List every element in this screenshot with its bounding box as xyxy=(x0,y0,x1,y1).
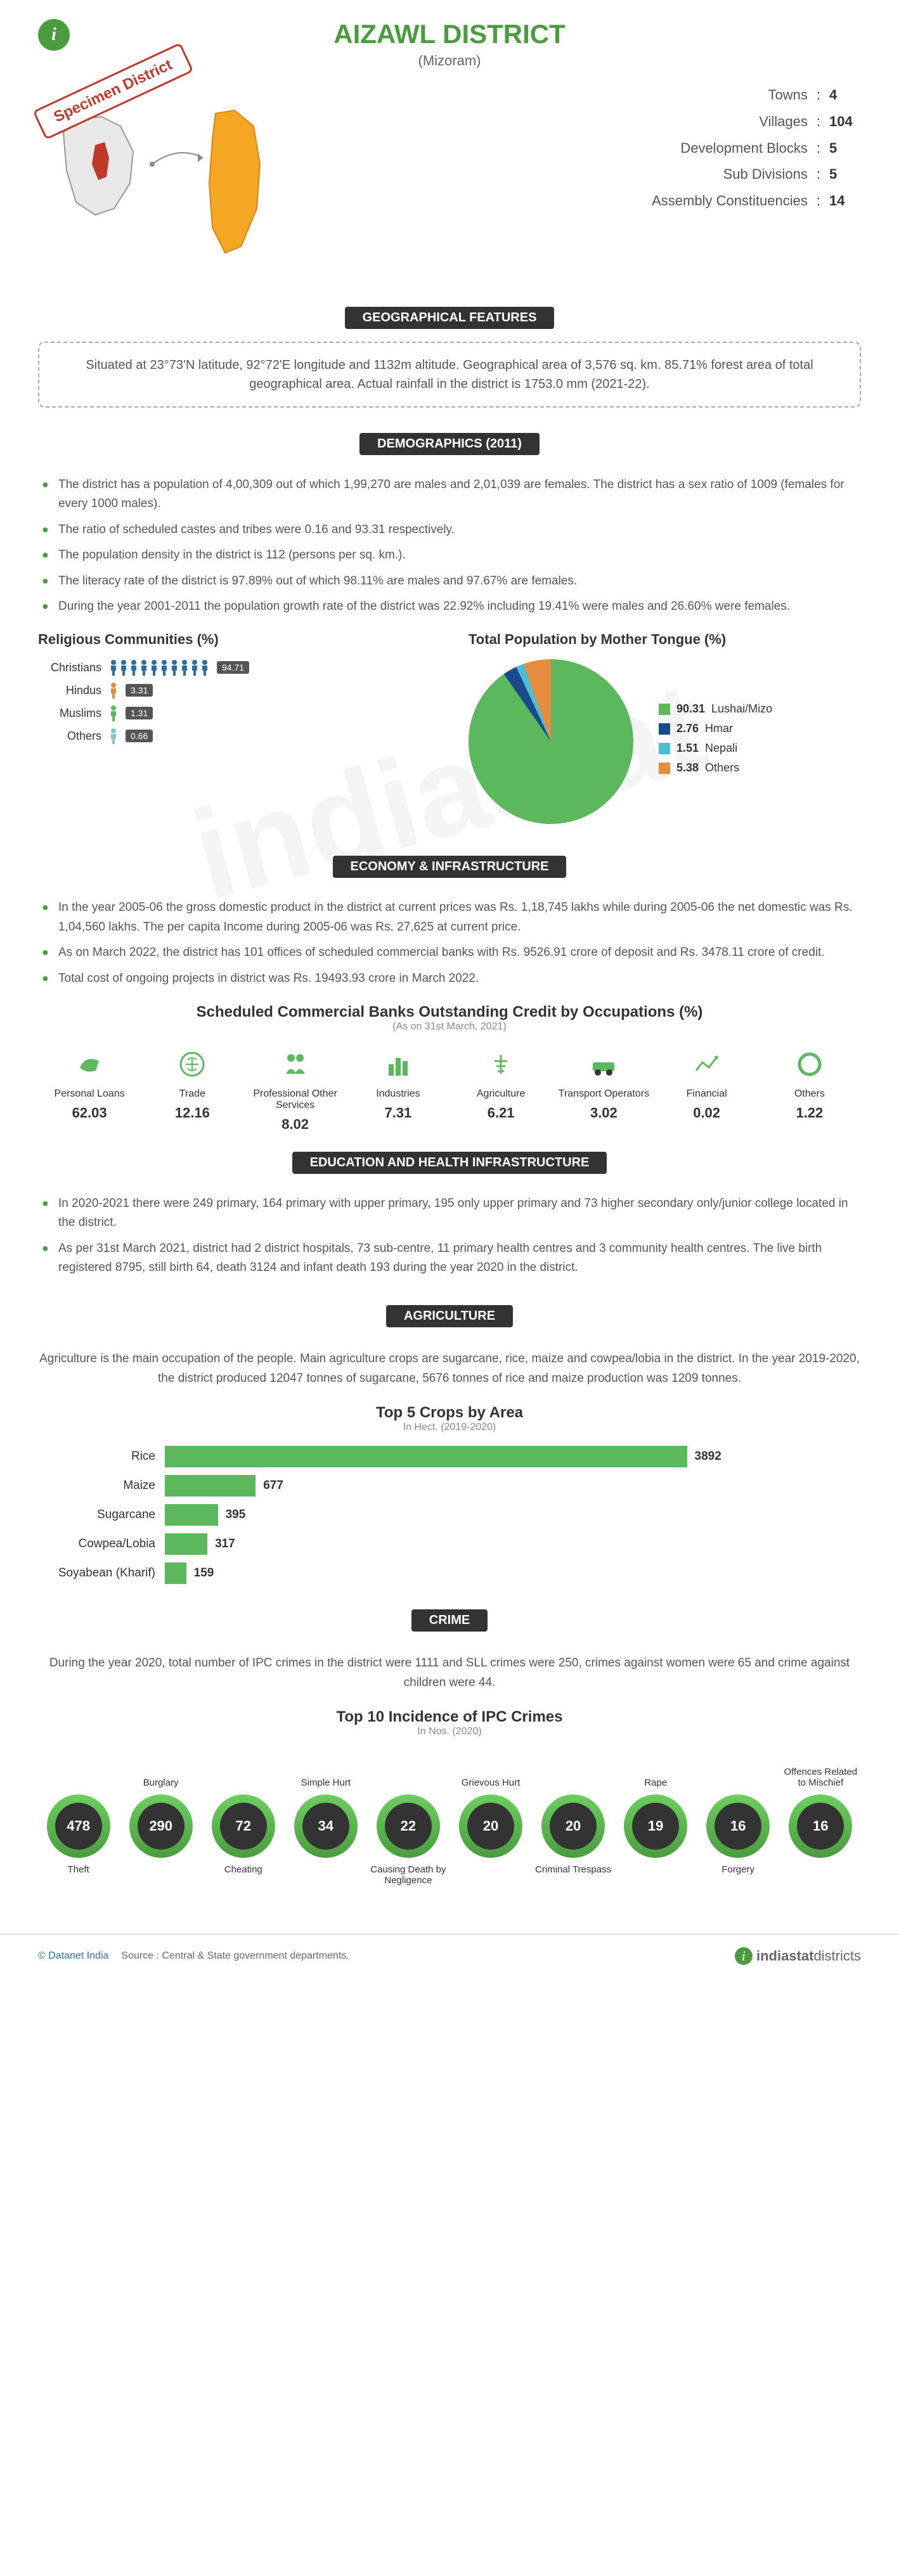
stat-label: Assembly Constituencies xyxy=(652,188,808,214)
crop-bar-row: Rice3892 xyxy=(38,1446,861,1467)
pie-legend: 90.31Lushai/Mizo 2.76Hmar 1.51Nepali 5.38Ot… xyxy=(659,702,772,781)
agri-para: Agriculture is the main occupation of th… xyxy=(38,1349,861,1388)
credit-item: Others1.22 xyxy=(758,1045,861,1133)
brand-icon: i xyxy=(735,1947,753,1965)
crime-item: Simple Hurt34 xyxy=(285,1763,366,1890)
crime-item: Burglary290 xyxy=(120,1763,201,1890)
stat-value: 14 xyxy=(829,188,861,214)
stat-value: 5 xyxy=(829,161,861,188)
section-header-agri: AGRICULTURE xyxy=(386,1305,513,1327)
legend-item: 5.38Others xyxy=(659,761,772,775)
page-title: AIZAWL DISTRICT xyxy=(38,19,861,49)
footer-source: Source : Central & State government depa… xyxy=(121,1950,349,1962)
footer-brand: i indiastatdistricts xyxy=(735,1947,861,1965)
bullet-item: The ratio of scheduled castes and tribes… xyxy=(38,520,861,539)
section-header-demo: DEMOGRAPHICS (2011) xyxy=(359,433,540,455)
stat-label: Towns xyxy=(768,82,808,108)
credit-item: Trade12.16 xyxy=(141,1045,243,1133)
religion-row: Hindus3.31 xyxy=(38,682,430,699)
info-icon: i xyxy=(38,19,70,51)
credit-chart: Personal Loans62.03Trade12.16Professiona… xyxy=(38,1045,861,1133)
credit-item: Professional Other Services8.02 xyxy=(244,1045,347,1133)
crime-item: 22Causing Death by Negligence xyxy=(368,1763,448,1890)
bullet-item: The population density in the district i… xyxy=(38,546,861,565)
map-area: Specimen District xyxy=(38,82,292,275)
bullet-item: The literacy rate of the district is 97.… xyxy=(38,572,861,591)
stat-label: Development Blocks xyxy=(680,135,808,162)
bullet-item: As on March 2022, the district has 101 o… xyxy=(38,943,861,962)
footer-copyright: © Datanet India xyxy=(38,1950,108,1962)
crimes-sub: In Nos. (2020) xyxy=(38,1726,861,1737)
summary-stats: Towns : 4 Villages : 104 Development Blo… xyxy=(311,82,861,214)
legend-item: 2.76Hmar xyxy=(659,722,772,735)
religion-row: Christians94.71 xyxy=(38,659,430,676)
bullet-item: As per 31st March 2021, district had 2 d… xyxy=(38,1239,861,1278)
religion-chart: Religious Communities (%) Christians94.7… xyxy=(38,631,430,824)
credit-item: Industries7.31 xyxy=(347,1045,450,1133)
legend-item: 1.51Nepali xyxy=(659,742,772,755)
crops-title: Top 5 Crops by Area xyxy=(38,1404,861,1422)
crime-item: 478Theft xyxy=(38,1763,119,1890)
crime-item: Offences Related to Mischief16 xyxy=(780,1763,861,1890)
crime-para: During the year 2020, total number of IP… xyxy=(38,1654,861,1692)
crop-bar-row: Soyabean (Kharif)159 xyxy=(38,1562,861,1584)
credit-title: Scheduled Commercial Banks Outstanding C… xyxy=(38,1003,861,1021)
crime-item: Grievous Hurt20 xyxy=(450,1763,531,1890)
bullet-item: The district has a population of 4,00,30… xyxy=(38,475,861,514)
religion-row: Others0.66 xyxy=(38,728,430,744)
bullet-item: Total cost of ongoing projects in distri… xyxy=(38,969,861,988)
credit-item: Financial0.02 xyxy=(656,1045,758,1133)
credit-item: Agriculture6.21 xyxy=(450,1045,552,1133)
credit-sub: (As on 31st March, 2021) xyxy=(38,1021,861,1033)
section-header-crime: CRIME xyxy=(411,1609,488,1632)
crop-bar-row: Cowpea/Lobia317 xyxy=(38,1533,861,1555)
bullet-item: During the year 2001-2011 the population… xyxy=(38,597,861,616)
crimes-title: Top 10 Incidence of IPC Crimes xyxy=(38,1708,861,1726)
stat-value: 5 xyxy=(829,135,861,162)
crime-item: Rape19 xyxy=(616,1763,696,1890)
crop-bar-row: Maize677 xyxy=(38,1475,861,1497)
crops-bar-chart: Rice3892 Maize677 Sugarcane395 Cowpea/Lobia… xyxy=(38,1446,861,1584)
section-header-geo: GEOGRAPHICAL FEATURES xyxy=(345,307,555,329)
stat-value: 4 xyxy=(829,82,861,108)
demo-bullets: The district has a population of 4,00,30… xyxy=(38,475,861,616)
pie-chart xyxy=(469,659,633,824)
chart-title: Total Population by Mother Tongue (%) xyxy=(469,631,861,648)
edu-bullets: In 2020-2021 there were 249 primary, 164… xyxy=(38,1194,861,1278)
crime-item: 16Forgery xyxy=(698,1763,779,1890)
credit-item: Personal Loans62.03 xyxy=(38,1045,141,1133)
econ-bullets: In the year 2005-06 the gross domestic p… xyxy=(38,898,861,988)
bullet-item: In 2020-2021 there were 249 primary, 164… xyxy=(38,1194,861,1233)
stat-label: Villages xyxy=(759,108,808,135)
crime-item: 72Cheating xyxy=(203,1763,283,1890)
stat-value: 104 xyxy=(829,108,861,135)
mother-tongue-chart: Total Population by Mother Tongue (%) 90… xyxy=(469,631,861,824)
credit-item: Transport Operators3.02 xyxy=(552,1045,655,1133)
stat-label: Sub Divisions xyxy=(723,161,808,188)
crops-sub: In Hect. (2019-2020) xyxy=(38,1422,861,1433)
section-header-edu: EDUCATION AND HEALTH INFRASTRUCTURE xyxy=(292,1152,607,1174)
religion-row: Muslims1.31 xyxy=(38,705,430,721)
chart-title: Religious Communities (%) xyxy=(38,631,430,648)
crimes-chart: 478TheftBurglary29072CheatingSimple Hurt… xyxy=(38,1763,861,1890)
geo-text: Situated at 23°73'N latitude, 92°72'E lo… xyxy=(38,342,861,408)
bullet-item: In the year 2005-06 the gross domestic p… xyxy=(38,898,861,937)
section-header-econ: ECONOMY & INFRASTRUCTURE xyxy=(333,856,567,878)
crop-bar-row: Sugarcane395 xyxy=(38,1504,861,1526)
legend-item: 90.31Lushai/Mizo xyxy=(659,702,772,716)
crime-item: 20Criminal Trespass xyxy=(533,1763,613,1890)
